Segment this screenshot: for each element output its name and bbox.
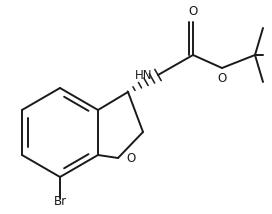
Text: O: O [217, 72, 227, 85]
Text: Br: Br [53, 195, 67, 208]
Text: O: O [188, 5, 198, 18]
Text: HN: HN [134, 68, 152, 82]
Text: O: O [126, 152, 135, 165]
